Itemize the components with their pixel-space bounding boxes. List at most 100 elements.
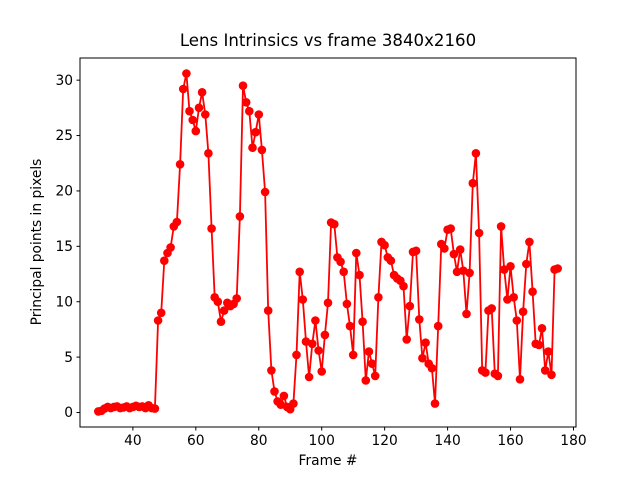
data-point-marker [496,222,506,231]
data-point-marker [534,340,544,350]
data-point-marker [430,399,440,408]
data-point-marker [544,347,553,356]
data-point-marker [506,262,515,271]
chart-title: Lens Intrinsics vs frame 3840x2160 [180,31,476,50]
y-axis-label: Principal points in pixels [29,159,45,326]
data-point-marker [295,267,305,277]
data-point-marker [411,246,421,256]
x-tick-label: 180 [560,433,586,449]
data-point-marker [298,295,308,304]
data-point-marker [487,304,497,313]
data-point-marker [465,268,474,278]
data-point-marker [257,145,267,155]
data-point-marker [525,237,534,247]
data-point-marker [528,287,537,297]
data-point-marker [188,115,197,125]
x-tick-label: 60 [187,433,205,449]
axes-spines [79,57,577,428]
axis-ticks [76,79,574,431]
data-point-marker [433,321,443,331]
data-point-marker [292,350,301,360]
data-point-marker [232,294,241,303]
plot-line [98,72,559,413]
data-point-marker [427,363,437,373]
data-point-marker [547,370,556,380]
data-point-marker [515,375,525,384]
data-point-marker [153,316,163,325]
data-point-marker [512,316,522,325]
data-point-marker [440,244,449,253]
data-point-marker [320,330,330,340]
data-point-marker [474,228,484,238]
data-point-marker [156,308,166,318]
data-point-marker [178,84,188,94]
data-point-marker [405,301,415,311]
data-point-marker [248,143,257,152]
data-point-marker [317,367,327,376]
data-point-marker [537,324,547,333]
data-point-marker [289,399,298,408]
data-point-marker [204,149,213,158]
data-point-marker [462,309,471,319]
data-point-marker [499,265,509,274]
data-point-marker [235,212,245,221]
data-point-marker [330,219,339,229]
axis-tick-labels: 40 60 80 100 120 140 160 180 0 5 10 15 20 25 30 [55,73,586,449]
data-point-marker [251,127,260,137]
data-point-marker [263,306,273,315]
data-point-marker [213,297,223,307]
data-point-marker [219,306,229,315]
data-point-marker [361,376,371,385]
data-point-marker [314,346,323,355]
data-point-marker [421,338,430,348]
x-tick-label: 100 [309,433,335,449]
x-tick-label: 40 [124,433,142,449]
data-point-marker [348,350,358,360]
data-point-marker [518,307,528,317]
data-point-marker [540,366,550,375]
data-point-marker [304,372,314,382]
data-point-marker [260,187,270,197]
data-point-marker [160,256,169,266]
data-point-marker [201,110,210,119]
data-point-marker [172,217,182,227]
data-point-marker [509,293,518,302]
data-point-marker [380,240,389,250]
data-series [94,69,562,416]
data-point-marker [308,339,317,349]
data-point-marker [311,316,320,325]
data-point-marker [279,391,289,401]
data-point-marker [468,178,478,188]
data-point-marker [345,321,355,331]
data-point-marker [175,160,185,169]
x-axis-label: Frame # [299,453,358,469]
data-point-marker [216,317,226,327]
data-point-marker [374,293,383,302]
data-point-marker [355,270,364,280]
y-tick-label: 25 [55,128,73,144]
data-point-marker [191,126,201,136]
data-point-marker [207,224,216,233]
y-tick-label: 10 [55,294,73,310]
data-point-marker [150,404,160,413]
y-tick-label: 0 [64,405,73,421]
data-point-marker [402,335,412,344]
data-point-marker [238,81,248,90]
data-point-marker [339,267,349,277]
data-point-marker [323,298,333,308]
y-tick-label: 15 [55,239,73,255]
data-point-marker [194,103,204,113]
y-tick-label: 5 [64,350,73,366]
data-point-marker [481,368,490,377]
data-point-marker [254,110,264,119]
data-point-marker [399,281,408,291]
data-point-marker [352,248,361,258]
x-tick-label: 120 [371,433,397,449]
data-point-marker [370,371,380,381]
x-tick-label: 160 [497,433,523,449]
data-point-marker [493,371,503,381]
data-point-marker [241,98,251,107]
data-point-marker [197,88,207,97]
